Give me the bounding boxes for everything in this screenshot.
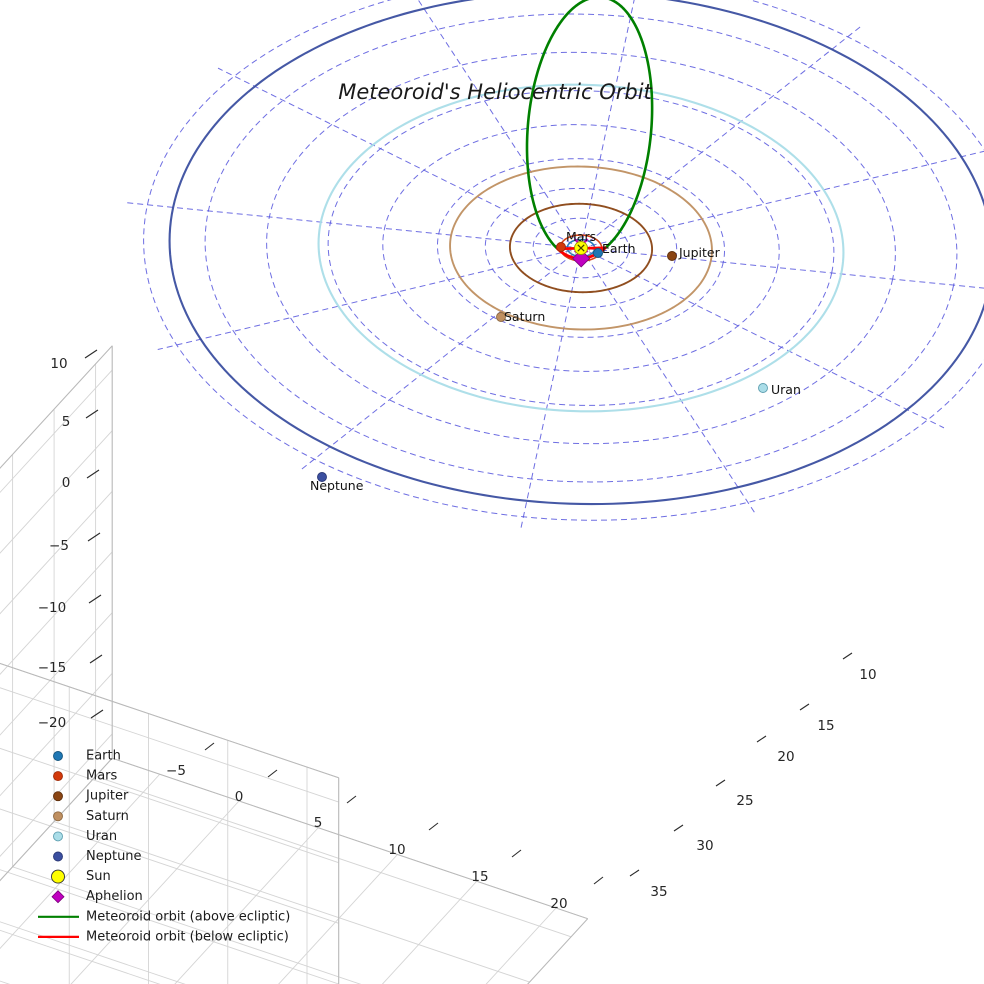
x-axis-tick-label: 10 xyxy=(388,842,405,858)
body-marker-earth xyxy=(593,248,603,258)
y-axis-tick-label: 35 xyxy=(650,884,667,900)
z-axis-tick-mark xyxy=(89,654,103,664)
z-axis-tick-mark xyxy=(88,594,102,604)
z-axis-tick-mark xyxy=(86,469,100,479)
x-axis-tick-label: 5 xyxy=(314,815,323,831)
legend-label: Sun xyxy=(86,869,111,884)
chart-title: Meteoroid's Heliocentric Orbit xyxy=(338,80,652,104)
z-axis-tick-label: 5 xyxy=(62,414,71,430)
z-axis-tick-label: −15 xyxy=(38,660,67,676)
body-label-jupiter: Jupiter xyxy=(678,245,721,260)
legend-label: Jupiter xyxy=(85,789,129,804)
legend-label: Aphelion xyxy=(86,889,143,904)
legend-diamond-swatch xyxy=(51,890,65,904)
legend-circle-swatch xyxy=(53,791,63,802)
axis-ticks: −5 0 5 10 15 20 10 15 20 25 30 35 10 5 0 −5 −10 −15 −20 xyxy=(38,349,877,912)
body-label-earth: Earth xyxy=(602,241,636,256)
y-axis-tick-label: 30 xyxy=(696,838,713,854)
body-label-uran: Uran xyxy=(771,382,801,397)
legend-item-sun[interactable]: Sun xyxy=(51,869,111,884)
legend-item-earth[interactable]: Earth xyxy=(53,749,121,764)
z-axis-tick-label: −5 xyxy=(49,538,69,554)
y-axis-tick-label: 15 xyxy=(817,718,834,734)
body-marker-uran xyxy=(758,383,768,393)
legend-label: Meteoroid orbit (above ecliptic) xyxy=(86,909,290,924)
z-axis-tick-label: −20 xyxy=(38,715,67,731)
y-axis-tick-label: 10 xyxy=(859,667,876,683)
body-marker-neptune xyxy=(317,472,327,482)
legend-item-meteoroid-orbit-below-ecliptic[interactable]: Meteoroid orbit (below ecliptic) xyxy=(38,929,289,944)
legend-label: Saturn xyxy=(86,809,129,824)
legend-label: Mars xyxy=(86,769,118,784)
z-axis-tick-mark xyxy=(85,409,99,419)
legend-label: Neptune xyxy=(86,849,142,864)
x-axis-tick-label: −5 xyxy=(166,763,186,779)
z-axis-tick-label: 10 xyxy=(50,356,67,372)
z-axis-tick-mark xyxy=(87,532,101,542)
ecliptic-polar-grid xyxy=(127,0,984,530)
legend-circle-swatch xyxy=(53,831,63,842)
x-axis-tick-label: 0 xyxy=(235,789,244,805)
x-axis-tick-mark xyxy=(204,742,215,751)
legend[interactable]: Earth Mars Jupiter Saturn Uran Neptune Sun Aphe… xyxy=(38,749,290,945)
legend-item-mars[interactable]: Mars xyxy=(53,769,118,784)
y-axis-tick-mark xyxy=(756,735,767,743)
legend-item-neptune[interactable]: Neptune xyxy=(53,849,142,864)
y-axis-tick-mark xyxy=(799,703,810,711)
z-axis-tick-label: −10 xyxy=(38,600,67,616)
x-axis-tick-mark xyxy=(593,876,604,885)
y-axis-tick-mark xyxy=(842,652,853,660)
legend-circle-swatch xyxy=(51,869,65,884)
planet-orbits xyxy=(168,0,984,506)
aphelion-marker xyxy=(572,249,591,268)
body-label-saturn: Saturn xyxy=(504,309,545,324)
legend-item-saturn[interactable]: Saturn xyxy=(53,809,129,824)
legend-item-jupiter[interactable]: Jupiter xyxy=(53,789,130,804)
body-marker-jupiter xyxy=(667,251,677,261)
x-axis-tick-label: 15 xyxy=(471,869,488,885)
x-axis-tick-label: 20 xyxy=(550,896,567,912)
body-marker-mars xyxy=(556,242,566,252)
x-axis-tick-mark xyxy=(428,822,439,831)
y-axis-tick-mark xyxy=(715,779,726,787)
body-marker-saturn xyxy=(496,312,506,322)
body-label-neptune: Neptune xyxy=(310,478,364,493)
legend-item-aphelion[interactable]: Aphelion xyxy=(51,889,143,904)
y-axis-tick-label: 25 xyxy=(736,793,753,809)
x-axis-tick-mark xyxy=(267,769,278,778)
body-markers xyxy=(317,241,768,482)
legend-circle-swatch xyxy=(53,771,63,782)
x-axis-tick-mark xyxy=(511,849,522,858)
legend-item-uran[interactable]: Uran xyxy=(53,829,118,844)
legend-label: Earth xyxy=(86,749,121,764)
y-axis-tick-label: 20 xyxy=(777,749,794,765)
legend-label: Uran xyxy=(86,829,117,844)
z-axis-tick-mark xyxy=(84,349,98,359)
legend-circle-swatch xyxy=(53,751,63,761)
x-axis-tick-mark xyxy=(346,795,357,804)
legend-circle-swatch xyxy=(53,851,63,862)
legend-label: Meteoroid orbit (below ecliptic) xyxy=(86,929,289,944)
y-axis-tick-mark xyxy=(629,869,640,877)
z-axis-tick-mark xyxy=(90,709,104,719)
legend-circle-swatch xyxy=(53,811,63,822)
legend-item-meteoroid-orbit-above-ecliptic[interactable]: Meteoroid orbit (above ecliptic) xyxy=(38,909,290,924)
body-label-mars: Mars xyxy=(566,229,596,244)
y-axis-tick-mark xyxy=(673,824,684,832)
body-labels: Mars Earth Jupiter Saturn Uran Neptune xyxy=(310,229,801,493)
z-axis-tick-label: 0 xyxy=(62,475,71,491)
